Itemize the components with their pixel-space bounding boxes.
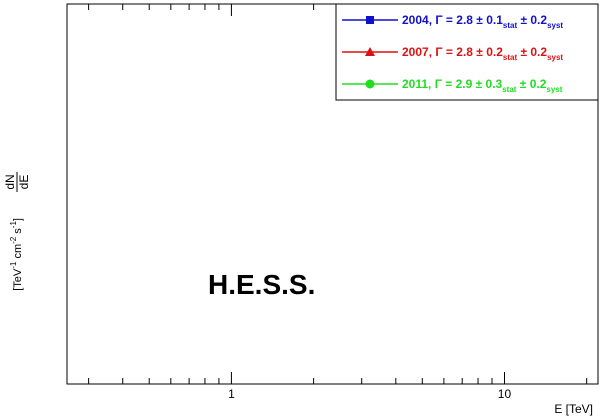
legend-label: 2011, Γ = 2.9 ± 0.3stat ± 0.2syst xyxy=(402,77,563,94)
legend-entry-2011: 2011, Γ = 2.9 ± 0.3stat ± 0.2syst xyxy=(342,77,563,94)
legend-label: 2004, Γ = 2.8 ± 0.1stat ± 0.2syst xyxy=(402,13,563,30)
svg-text:dE: dE xyxy=(17,175,31,190)
legend-label: 2007, Γ = 2.8 ± 0.2stat ± 0.2syst xyxy=(402,45,563,62)
y-axis-title: [TeV-1 cm-2 s-1] dN dE xyxy=(3,172,31,291)
x-tick-label: 10 xyxy=(498,387,512,401)
svg-text:dN: dN xyxy=(3,174,17,189)
legend-marker xyxy=(365,79,375,89)
legend-entry-2007: 2007, Γ = 2.8 ± 0.2stat ± 0.2syst xyxy=(342,45,563,62)
x-axis-title: E [TeV] xyxy=(554,402,593,416)
legend: 2004, Γ = 2.8 ± 0.1stat ± 0.2syst 2007, Γ… xyxy=(335,3,599,101)
legend-marker xyxy=(365,47,375,56)
svg-text:E [TeV]: E [TeV] xyxy=(554,402,593,416)
legend-entry-2004: 2004, Γ = 2.8 ± 0.1stat ± 0.2syst xyxy=(342,13,563,30)
plot-frame xyxy=(66,3,599,385)
hess-annotation: H.E.S.S. xyxy=(208,269,315,300)
legend-marker xyxy=(366,16,374,24)
svg-text:[TeV-1 cm-2 s-1]: [TeV-1 cm-2 s-1] xyxy=(9,218,24,291)
x-tick-label: 1 xyxy=(228,387,235,401)
